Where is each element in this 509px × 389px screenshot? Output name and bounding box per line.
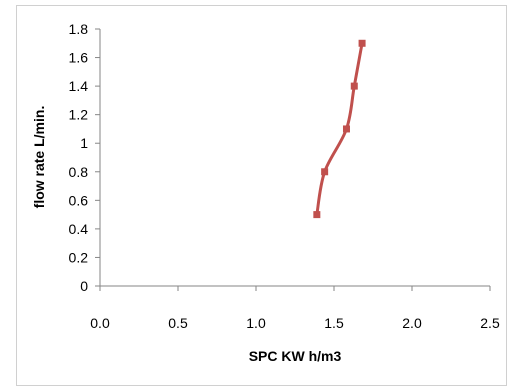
y-tick-label: 1.4 [69,78,89,94]
data-point [358,39,366,47]
x-tick-label: 0.0 [90,315,110,331]
y-tick-label: 0.2 [69,249,89,265]
data-point [313,211,321,219]
x-axis-title: SPC KW h/m3 [249,348,342,364]
x-tick-label: 2.5 [480,315,500,331]
y-tick-label: 0.4 [69,221,89,237]
data-point [350,82,358,90]
x-tick-label: 2.0 [402,315,422,331]
x-tick-label: 1.5 [324,315,344,331]
x-tick-label: 0.5 [168,315,188,331]
data-point [321,168,329,176]
y-tick-label: 0.6 [69,192,89,208]
data-point [342,125,350,133]
chart-border [16,5,507,386]
y-tick-label: 1 [80,135,88,151]
y-tick-label: 0.8 [69,164,89,180]
y-tick-label: 1.8 [69,21,89,37]
y-tick-label: 1.6 [69,50,89,66]
y-tick-label: 0 [80,278,88,294]
x-tick-label: 1.0 [246,315,266,331]
y-tick-label: 1.2 [69,107,89,123]
y-axis-title: flow rate L/min. [31,106,47,209]
